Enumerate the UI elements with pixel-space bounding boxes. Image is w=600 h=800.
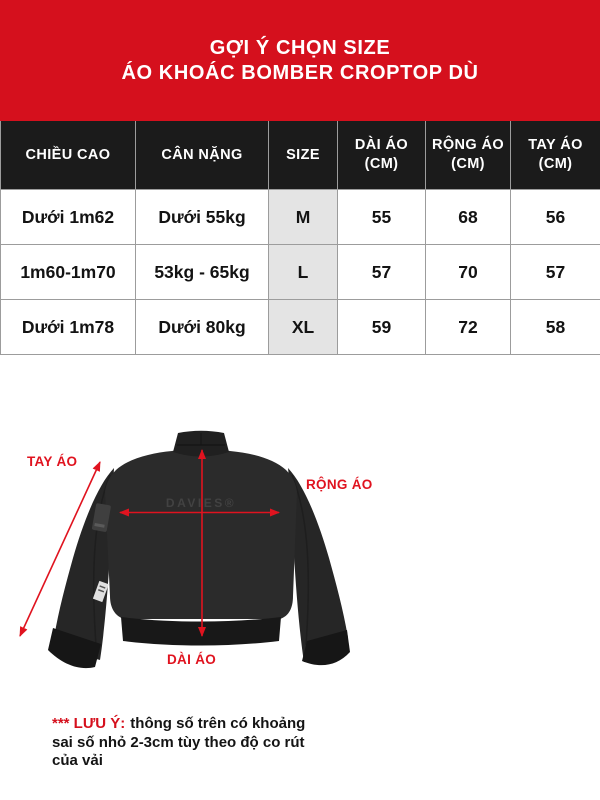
col-header-rong-ao: RỘNG ÁO (CM) <box>425 121 511 190</box>
cell-tay-ao: 57 <box>510 244 600 300</box>
col-header-size: SIZE <box>268 121 338 190</box>
cell-weight: Dưới 55kg <box>135 189 269 245</box>
col-label: DÀI ÁO <box>354 137 409 153</box>
sleeve-arrow <box>19 461 101 637</box>
col-label: CHIỀU CAO <box>25 146 111 163</box>
disclaimer-note: *** LƯU Ý: thông số trên có khoảng sai số… <box>52 715 372 771</box>
page-title-line2: ÁO KHOÁC BOMBER CROPTOP DÙ <box>121 61 479 84</box>
table-row-size-xl: Dưới 1m78 Dưới 80kg XL 59 72 58 <box>0 299 600 355</box>
brand-logo-text: DAVIES® <box>166 496 236 510</box>
cell-size: XL <box>268 299 338 355</box>
note-prefix: *** LƯU Ý: <box>52 715 126 732</box>
jacket-illustration: DAVIES® <box>48 430 350 669</box>
cell-dai-ao: 57 <box>337 244 426 300</box>
col-label: CÂN NẶNG <box>161 146 243 163</box>
cell-size: L <box>268 244 338 300</box>
page-title-line1: GỢI Ý CHỌN SIZE <box>209 36 391 59</box>
cell-dai-ao: 59 <box>337 299 426 355</box>
col-header-tay-ao: TAY ÁO (CM) <box>510 121 600 190</box>
size-table: CHIỀU CAO CÂN NẶNG SIZE DÀI ÁO (CM) RỘNG … <box>0 121 600 355</box>
cell-dai-ao: 55 <box>337 189 426 245</box>
col-label: RỘNG ÁO <box>431 137 505 153</box>
length-measure-label: DÀI ÁO <box>167 652 217 667</box>
col-label: TAY ÁO <box>528 137 583 153</box>
table-row-size-m: Dưới 1m62 Dưới 55kg M 55 68 56 <box>0 189 600 245</box>
sleeve-measure-label: TAY ÁO <box>27 454 78 469</box>
note-line-3: của vải <box>52 752 103 769</box>
cell-height: Dưới 1m62 <box>0 189 136 245</box>
cell-rong-ao: 72 <box>425 299 511 355</box>
cell-weight: 53kg - 65kg <box>135 244 269 300</box>
cell-tay-ao: 56 <box>510 189 600 245</box>
col-unit: (CM) <box>451 156 485 172</box>
col-unit: (CM) <box>364 156 399 172</box>
col-header-chieu-cao: CHIỀU CAO <box>0 121 136 190</box>
table-row-size-l: 1m60-1m70 53kg - 65kg L 57 70 57 <box>0 244 600 300</box>
cell-rong-ao: 68 <box>425 189 511 245</box>
col-header-dai-ao: DÀI ÁO (CM) <box>337 121 426 190</box>
measurement-arrows <box>19 449 280 637</box>
col-header-can-nang: CÂN NẶNG <box>135 121 269 190</box>
note-line-1: *** LƯU Ý: thông số trên có khoảng <box>52 715 372 734</box>
col-unit: (CM) <box>538 156 573 172</box>
note-text-1: thông số trên có khoảng <box>130 715 306 732</box>
cell-weight: Dưới 80kg <box>135 299 269 355</box>
cell-rong-ao: 70 <box>425 244 511 300</box>
size-table-header: CHIỀU CAO CÂN NẶNG SIZE DÀI ÁO (CM) RỘNG … <box>0 121 600 190</box>
col-label: SIZE <box>286 146 320 163</box>
cell-height: 1m60-1m70 <box>0 244 136 300</box>
cell-tay-ao: 58 <box>510 299 600 355</box>
cell-size: M <box>268 189 338 245</box>
title-banner: GỢI Ý CHỌN SIZE ÁO KHOÁC BOMBER CROPTOP … <box>0 0 600 121</box>
note-line-2: sai số nhỏ 2-3cm tùy theo độ co rút <box>52 733 305 751</box>
jacket-measurement-diagram: DAVIES® <box>19 430 350 669</box>
cell-height: Dưới 1m78 <box>0 299 136 355</box>
width-measure-label: RỘNG ÁO <box>306 477 373 492</box>
header-row: CHIỀU CAO CÂN NẶNG SIZE DÀI ÁO (CM) RỘNG … <box>0 121 600 190</box>
